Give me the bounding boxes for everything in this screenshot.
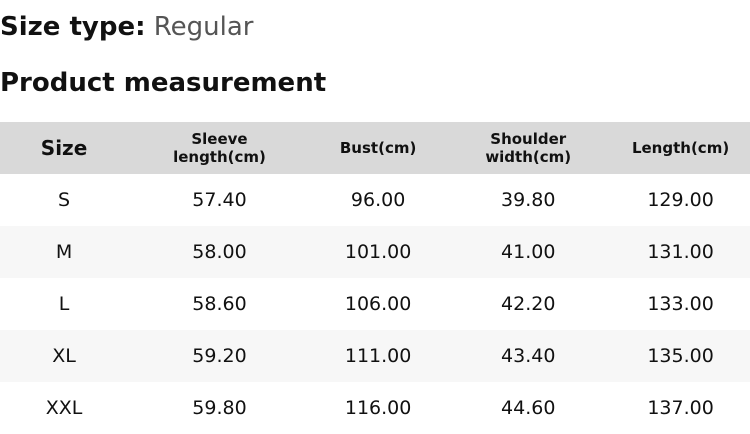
table-cell: 96.00 <box>350 189 406 211</box>
table-cell: L <box>58 293 70 315</box>
table-cell: 58.00 <box>128 226 311 278</box>
table-cell: 135.00 <box>611 330 750 382</box>
section-title: Product measurement <box>0 68 327 98</box>
header-length: Length(cm) <box>611 122 750 174</box>
size-type-label: Size type: <box>0 12 146 42</box>
table-row: XL 59.20 111.00 43.40 135.00 <box>0 330 750 382</box>
size-type-value: Regular <box>153 12 254 42</box>
table-row: L 58.60 106.00 42.20 133.00 <box>0 278 750 330</box>
table-cell: XXL <box>45 397 83 419</box>
table-cell: 137.00 <box>647 397 714 419</box>
table-cell: M <box>0 226 129 278</box>
table-cell: 111.00 <box>310 330 446 382</box>
table-cell: XL <box>0 330 129 382</box>
header-shoulder: Shoulder width(cm) <box>445 122 612 174</box>
table-cell: 131.00 <box>611 226 750 278</box>
table-row: XXL 59.80 116.00 44.60 137.00 <box>0 382 750 434</box>
table-cell: 57.40 <box>192 189 247 211</box>
table-cell: 41.00 <box>445 226 612 278</box>
header-size: Size <box>0 122 129 174</box>
table-cell: 39.80 <box>501 189 556 211</box>
table-cell: 106.00 <box>344 293 412 315</box>
table-cell: 42.20 <box>501 293 556 315</box>
table-cell: 129.00 <box>647 189 714 211</box>
header-sleeve: Sleeve length(cm) <box>128 122 311 174</box>
table-cell: S <box>58 189 71 211</box>
table-cell: 59.20 <box>128 330 311 382</box>
table-cell: 59.80 <box>192 397 247 419</box>
table-row: S 57.40 96.00 39.80 129.00 <box>0 174 750 226</box>
header-bust: Bust(cm) <box>310 122 446 174</box>
table-header: Size Sleeve length(cm) Bust(cm) Shoulder… <box>0 122 750 174</box>
measurement-table: Size Sleeve length(cm) Bust(cm) Shoulder… <box>0 122 750 434</box>
table-cell: 101.00 <box>310 226 446 278</box>
table-cell: 133.00 <box>647 293 714 315</box>
table-cell: 116.00 <box>344 397 412 419</box>
table-cell: 58.60 <box>192 293 247 315</box>
size-type: Size type: Regular <box>0 12 253 42</box>
table-cell: 44.60 <box>501 397 556 419</box>
table-row: M 58.00 101.00 41.00 131.00 <box>0 226 750 278</box>
table-cell: 43.40 <box>445 330 612 382</box>
